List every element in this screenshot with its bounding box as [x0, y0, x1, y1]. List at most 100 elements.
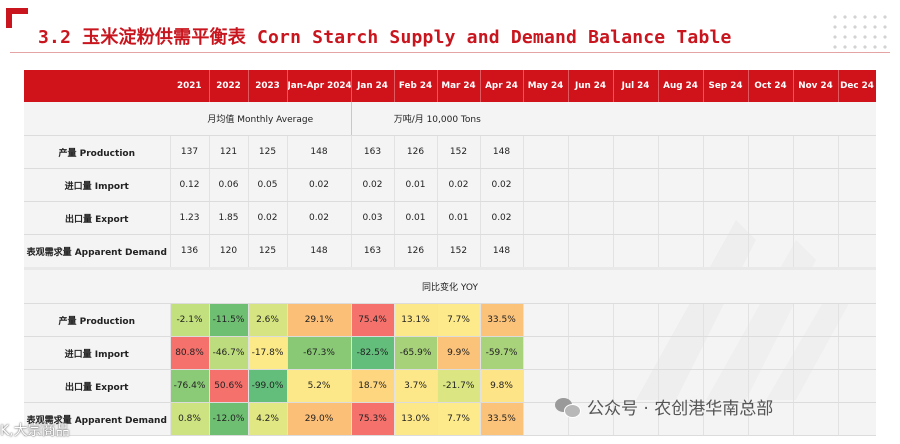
wechat-account-text: 公众号 · 农创港华南总部	[587, 399, 774, 419]
column-header: Sep 24	[703, 70, 749, 102]
table-cell: 7.7%	[437, 402, 481, 436]
table-cell: 152	[437, 234, 481, 269]
table-cell: -99.0%	[248, 369, 288, 403]
table-cell: 7.7%	[437, 303, 481, 337]
table-cell	[658, 234, 704, 269]
table-cell: 33.5%	[480, 303, 524, 337]
table-cell: -76.4%	[170, 369, 210, 403]
table-cell	[748, 303, 794, 337]
section-label-yoy: 同比变化 YOY	[24, 267, 876, 304]
table-row: 表观需求量 Apparent Demand 136 120 125 148 163 126 1…	[24, 234, 876, 269]
table-cell: 0.02	[480, 168, 524, 202]
dot-pattern-decoration	[830, 12, 892, 52]
table-cell: 0.02	[287, 201, 352, 235]
table-cell: 0.02	[248, 201, 288, 235]
column-header: Feb 24	[394, 70, 438, 102]
table-cell	[568, 201, 614, 235]
balance-table: 2021 2022 2023 Jan-Apr 2024 Jan 24 Feb 24 Mar …	[24, 70, 876, 436]
table-cell	[613, 135, 659, 169]
row-label: 产量 Production	[24, 135, 171, 169]
table-cell	[658, 303, 704, 337]
table-cell: 0.02	[480, 201, 524, 235]
column-header: Jun 24	[568, 70, 614, 102]
table-cell: 3.7%	[394, 369, 438, 403]
row-label: 产量 Production	[24, 303, 171, 337]
table-cell	[523, 234, 569, 269]
table-cell: 0.02	[287, 168, 352, 202]
table-cell	[703, 402, 749, 436]
table-cell	[748, 201, 794, 235]
column-header: Dec 24	[838, 70, 876, 102]
table-cell: 0.12	[170, 168, 210, 202]
table-cell	[613, 234, 659, 269]
table-cell: 0.05	[248, 168, 288, 202]
table-cell	[793, 168, 839, 202]
table-cell	[658, 201, 704, 235]
table-cell	[703, 135, 749, 169]
table-cell: 137	[170, 135, 210, 169]
balance-table-container: 2021 2022 2023 Jan-Apr 2024 Jan 24 Feb 24 Mar …	[24, 70, 876, 436]
table-cell: 163	[350, 135, 395, 169]
row-label: 进口量 Import	[24, 336, 171, 370]
table-cell	[613, 201, 659, 235]
table-cell	[703, 303, 749, 337]
table-cell	[838, 402, 876, 436]
header-corner-cell	[24, 70, 170, 102]
table-row: 进口量 Import 0.12 0.06 0.05 0.02 0.02 0.01 0.02 0.…	[24, 168, 876, 202]
table-cell	[793, 201, 839, 235]
table-cell: -2.1%	[170, 303, 210, 337]
table-cell	[568, 369, 614, 403]
corner-bracket-icon	[6, 8, 28, 28]
table-cell	[748, 135, 794, 169]
table-cell	[838, 135, 876, 169]
table-cell: 29.1%	[287, 303, 352, 337]
table-cell	[658, 369, 704, 403]
table-cell: 0.02	[437, 168, 481, 202]
table-cell	[703, 234, 749, 269]
table-cell: 125	[248, 234, 288, 269]
table-cell: 9.9%	[437, 336, 481, 370]
table-cell: 120	[209, 234, 249, 269]
table-cell	[838, 303, 876, 337]
table-cell: 5.2%	[287, 369, 352, 403]
table-cell	[658, 135, 704, 169]
table-cell: 33.5%	[480, 402, 524, 436]
table-cell	[523, 168, 569, 202]
row-label: 出口量 Export	[24, 369, 171, 403]
table-cell: 0.01	[394, 168, 438, 202]
column-header: 2021	[170, 70, 210, 102]
table-cell	[658, 402, 704, 436]
table-cell	[613, 303, 659, 337]
table-cell	[523, 369, 569, 403]
table-cell: 4.2%	[248, 402, 288, 436]
table-cell: 80.8%	[170, 336, 210, 370]
table-cell: 0.01	[394, 201, 438, 235]
table-cell: -17.8%	[248, 336, 288, 370]
table-cell: -67.3%	[287, 336, 352, 370]
column-header: Aug 24	[658, 70, 704, 102]
row-label: 出口量 Export	[24, 201, 171, 235]
column-header: May 24	[523, 70, 569, 102]
table-cell	[793, 369, 839, 403]
table-cell	[748, 168, 794, 202]
table-cell: 0.02	[350, 168, 395, 202]
table-cell	[613, 369, 659, 403]
column-header: Jan 24	[350, 70, 395, 102]
row-label: 表观需求量 Apparent Demand	[24, 234, 171, 269]
table-cell: 50.6%	[209, 369, 249, 403]
table-cell	[613, 336, 659, 370]
table-cell	[793, 234, 839, 269]
table-cell	[523, 336, 569, 370]
section-label-row: 同比变化 YOY	[24, 267, 876, 304]
table-cell: 125	[248, 135, 288, 169]
table-cell: 13.1%	[394, 303, 438, 337]
table-cell	[748, 369, 794, 403]
table-cell	[748, 336, 794, 370]
table-cell: 126	[394, 135, 438, 169]
table-cell	[523, 135, 569, 169]
table-cell: 0.01	[437, 201, 481, 235]
table-cell: 29.0%	[287, 402, 352, 436]
table-cell	[568, 336, 614, 370]
table-cell: 121	[209, 135, 249, 169]
table-cell: -59.7%	[480, 336, 524, 370]
